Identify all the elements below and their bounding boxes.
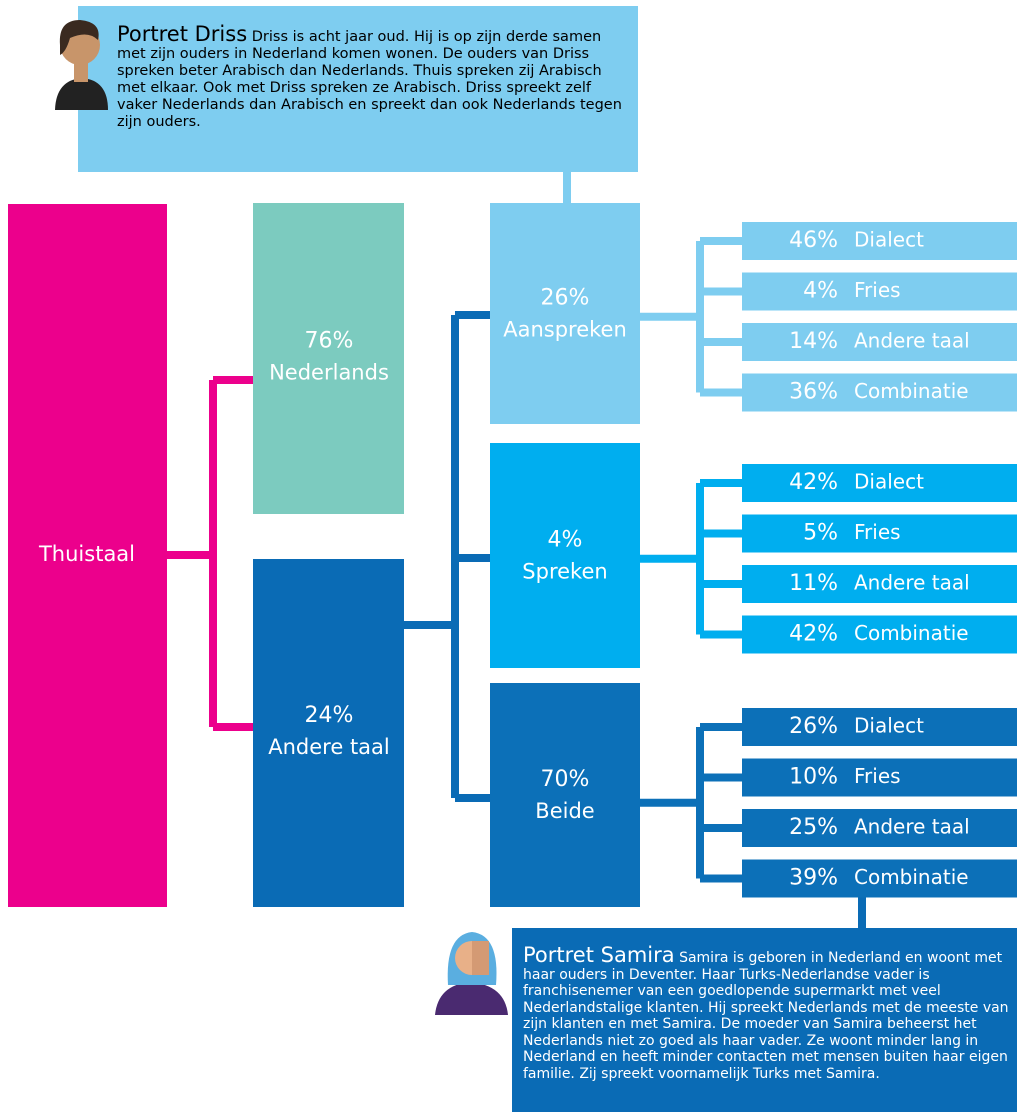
portrait-title: Portret Driss bbox=[117, 22, 247, 46]
breakdown-label: Combinatie bbox=[854, 865, 969, 889]
connector bbox=[167, 380, 253, 727]
breakdown-pct: 39% bbox=[789, 866, 838, 891]
category-box bbox=[253, 559, 404, 907]
connector bbox=[640, 241, 742, 393]
breakdown-label: Combinatie bbox=[854, 379, 969, 403]
category-pct: 4% bbox=[548, 528, 583, 553]
breakdown-label: Andere taal bbox=[854, 815, 970, 839]
category-pct: 24% bbox=[305, 703, 354, 728]
category-box bbox=[490, 203, 640, 424]
category-box bbox=[490, 683, 640, 907]
connector bbox=[404, 315, 490, 798]
portrait-body: Samira is geboren in Nederland en woont … bbox=[523, 950, 1009, 1082]
breakdown-pct: 5% bbox=[803, 521, 838, 546]
portrait-text: Portret Samira Samira is geboren in Nede… bbox=[523, 947, 1015, 1082]
category-box bbox=[490, 443, 640, 668]
breakdown-pct: 14% bbox=[789, 329, 838, 354]
breakdown-label: Andere taal bbox=[854, 571, 970, 595]
connector bbox=[640, 483, 742, 635]
breakdown-label: Fries bbox=[854, 764, 901, 788]
breakdown-pct: 26% bbox=[789, 714, 838, 739]
breakdown-label: Fries bbox=[854, 278, 901, 302]
category-pct: 70% bbox=[541, 767, 590, 792]
category-pct: 26% bbox=[541, 286, 590, 311]
category-label: Beide bbox=[535, 799, 594, 823]
breakdown-label: Fries bbox=[854, 520, 901, 544]
category-label: Nederlands bbox=[269, 361, 389, 385]
breakdown-pct: 25% bbox=[789, 815, 838, 840]
category-box bbox=[253, 203, 404, 514]
breakdown-label: Andere taal bbox=[854, 329, 970, 353]
category-label: Andere taal bbox=[268, 735, 390, 759]
portrait-text: Portret Driss Driss is acht jaar oud. Hi… bbox=[117, 26, 632, 131]
breakdown-pct: 10% bbox=[789, 765, 838, 790]
samira-icon bbox=[435, 932, 508, 1015]
category-label: Spreken bbox=[522, 560, 607, 584]
category-label: Aanspreken bbox=[503, 318, 627, 342]
breakdown-pct: 11% bbox=[789, 571, 838, 596]
breakdown-pct: 46% bbox=[789, 228, 838, 253]
category-pct: 76% bbox=[305, 329, 354, 354]
breakdown-pct: 4% bbox=[803, 279, 838, 304]
breakdown-pct: 42% bbox=[789, 622, 838, 647]
page: Thuistaal 76% Nederlands 24% Andere taal 26%… bbox=[0, 0, 1017, 1117]
breakdown-label: Dialect bbox=[854, 228, 924, 252]
portrait-title: Portret Samira bbox=[523, 943, 675, 967]
breakdown-label: Dialect bbox=[854, 470, 924, 494]
connector bbox=[640, 727, 742, 879]
breakdown-label: Combinatie bbox=[854, 621, 969, 645]
breakdown-pct: 36% bbox=[789, 380, 838, 405]
root-label: Thuistaal bbox=[38, 542, 135, 566]
breakdown-label: Dialect bbox=[854, 714, 924, 738]
breakdown-pct: 42% bbox=[789, 470, 838, 495]
